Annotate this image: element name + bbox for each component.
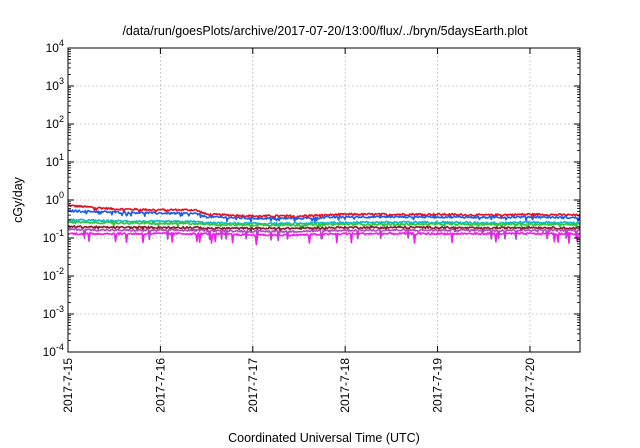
x-tick-label: 2017-7-15 xyxy=(61,358,75,413)
series-line xyxy=(67,227,581,242)
y-tick-label: 101 xyxy=(46,152,64,169)
y-tick-label: 10-3 xyxy=(43,304,64,321)
series-line xyxy=(67,231,581,246)
series-line xyxy=(67,220,581,230)
grid-lines xyxy=(68,48,580,352)
x-tick-label: 2017-7-18 xyxy=(338,358,352,413)
x-tick-label: 2017-7-16 xyxy=(153,358,167,413)
y-tick-label: 100 xyxy=(46,190,64,207)
y-tick-label: 10-4 xyxy=(43,342,64,359)
y-axis-ticks: 10-4 10-3 10-2 10-1 100 101 102 103 104 xyxy=(43,38,580,359)
series-line xyxy=(67,204,581,221)
x-tick-label: 2017-7-17 xyxy=(246,358,260,413)
data-series-group xyxy=(67,204,581,246)
x-tick-label: 2017-7-20 xyxy=(523,358,537,413)
y-tick-label: 10-1 xyxy=(43,228,64,245)
y-tick-label: 10-2 xyxy=(43,266,64,283)
y-axis-title: cGy/day xyxy=(11,176,25,223)
series-line xyxy=(67,209,581,223)
series-line xyxy=(67,225,581,233)
y-tick-label: 104 xyxy=(46,38,64,55)
y-tick-label: 103 xyxy=(46,76,64,93)
x-tick-label: 2017-7-19 xyxy=(431,358,445,413)
y-tick-label: 102 xyxy=(46,114,64,131)
x-axis-ticks: 2017-7-15 2017-7-16 2017-7-17 2017-7-18 2017… xyxy=(61,48,537,413)
x-axis-title: Coordinated Universal Time (UTC) xyxy=(228,431,420,445)
chart-title: /data/run/goesPlots/archive/2017-07-20/1… xyxy=(122,24,528,38)
